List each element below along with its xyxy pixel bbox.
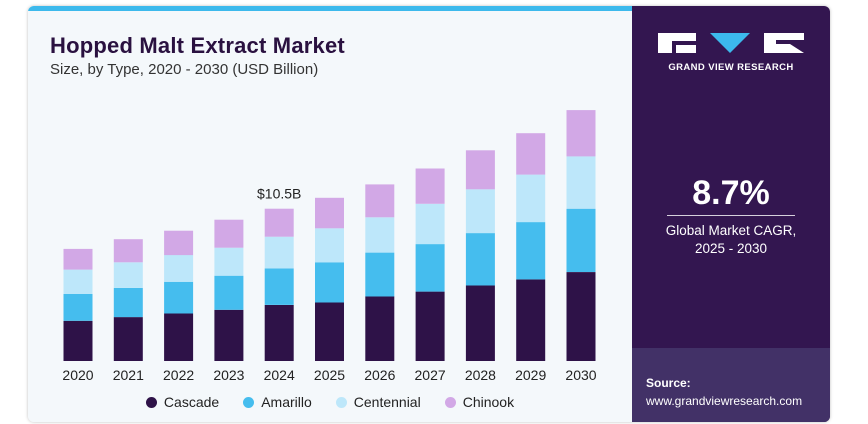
bar-cascade-2021 xyxy=(113,317,143,361)
bar-chinook-2020 xyxy=(63,248,93,270)
bar-centennial-2023 xyxy=(214,247,244,276)
x-tick-label: 2024 xyxy=(264,367,295,383)
bar-total-label: $10.5B xyxy=(257,186,301,202)
stacked-bar-chart: 2020 2021 2022 2023 $10.5B 2024 2025 2026 2027 20… xyxy=(62,110,597,383)
legend-item-centennial: Centennial xyxy=(335,394,421,410)
legend-label: Cascade xyxy=(163,394,220,410)
chart-panel: Hopped Malt Extract Market Size, by Type… xyxy=(28,11,632,422)
x-tick-label: 2021 xyxy=(113,367,144,383)
legend-swatch xyxy=(243,396,255,408)
cagr-period: 2025 - 2030 xyxy=(694,241,768,256)
bar-cascade-2022 xyxy=(164,313,194,361)
x-tick-label: 2023 xyxy=(213,367,244,383)
bar-amarillo-2023 xyxy=(214,275,244,310)
legend-swatch xyxy=(444,396,456,408)
bar-cascade-2025 xyxy=(315,302,344,361)
x-tick-label: 2022 xyxy=(163,367,194,383)
legend-label: Centennial xyxy=(353,394,421,410)
bar-amarillo-2028 xyxy=(465,233,495,286)
x-tick-label: 2025 xyxy=(314,367,345,383)
brand-name: GRAND VIEW RESEARCH xyxy=(668,62,794,73)
bar-chinook-2030 xyxy=(566,110,596,157)
chart-legend: Cascade Amarillo Centennial Chinook xyxy=(28,394,632,410)
legend-item-chinook: Chinook xyxy=(444,394,515,410)
chart-subtitle: Size, by Type, 2020 - 2030 (USD Billion) xyxy=(50,61,319,78)
bar-chinook-2027 xyxy=(415,168,445,204)
bar-centennial-2022 xyxy=(164,255,194,282)
bar-chinook-2029 xyxy=(516,133,546,175)
bar-centennial-2026 xyxy=(365,217,395,253)
bar-centennial-2029 xyxy=(516,174,546,223)
x-tick-label: 2030 xyxy=(565,367,596,383)
source-link[interactable]: www.grandviewresearch.com xyxy=(646,394,803,408)
divider xyxy=(667,215,795,216)
bar-cascade-2020 xyxy=(63,320,93,361)
bar-centennial-2024 xyxy=(264,236,294,269)
infographic-card: Hopped Malt Extract Market Size, by Type… xyxy=(28,6,830,422)
bar-cascade-2026 xyxy=(365,296,395,361)
info-panel: GRAND VIEW RESEARCH 8.7% Global Market C… xyxy=(632,6,830,422)
bar-chinook-2024 xyxy=(264,208,294,237)
bar-amarillo-2027 xyxy=(415,244,445,292)
bar-cascade-2024 xyxy=(264,305,294,361)
bar-amarillo-2030 xyxy=(566,208,596,272)
legend-item-amarillo: Amarillo xyxy=(243,394,312,410)
bar-cascade-2023 xyxy=(214,309,244,361)
x-tick-label: 2027 xyxy=(415,367,446,383)
cagr-value: 8.7% xyxy=(692,174,770,212)
x-tick-label: 2026 xyxy=(364,367,395,383)
chart-title: Hopped Malt Extract Market xyxy=(50,33,345,58)
bar-amarillo-2024 xyxy=(264,268,294,305)
cagr-label: Global Market CAGR, 2025 - 2030 xyxy=(632,222,830,258)
legend-label: Chinook xyxy=(462,394,515,410)
source-label: Source: xyxy=(646,376,691,390)
bar-chinook-2025 xyxy=(315,197,344,229)
bar-centennial-2025 xyxy=(315,228,344,263)
bar-centennial-2027 xyxy=(415,203,445,245)
bar-cascade-2028 xyxy=(465,285,495,361)
legend-label: Amarillo xyxy=(261,394,312,410)
grand-view-research-logo xyxy=(658,33,804,53)
bar-centennial-2028 xyxy=(465,189,495,234)
bar-chinook-2028 xyxy=(465,150,495,190)
bar-centennial-2020 xyxy=(63,269,93,294)
bar-chinook-2022 xyxy=(164,230,194,256)
legend-swatch xyxy=(145,396,157,408)
bar-amarillo-2026 xyxy=(365,252,395,297)
x-tick-label: 2029 xyxy=(515,367,546,383)
bar-cascade-2027 xyxy=(415,291,445,361)
x-tick-label: 2028 xyxy=(465,367,496,383)
bar-centennial-2021 xyxy=(113,262,143,288)
bar-cascade-2030 xyxy=(566,272,596,361)
bar-chinook-2021 xyxy=(113,239,143,263)
cagr-label-line: Global Market CAGR, xyxy=(665,223,797,238)
bar-amarillo-2022 xyxy=(164,281,194,314)
bar-amarillo-2020 xyxy=(63,294,93,321)
bar-amarillo-2025 xyxy=(315,262,344,303)
accent-bar xyxy=(28,6,632,11)
legend-swatch xyxy=(335,396,347,408)
bar-chinook-2023 xyxy=(214,219,244,248)
bar-cascade-2029 xyxy=(516,279,546,361)
bar-amarillo-2021 xyxy=(113,287,143,318)
source-box: Source: www.grandviewresearch.com xyxy=(632,348,830,422)
legend-item-cascade: Cascade xyxy=(145,394,220,410)
bar-chinook-2026 xyxy=(365,184,395,218)
x-tick-label: 2020 xyxy=(62,367,93,383)
bar-centennial-2030 xyxy=(566,156,596,209)
bar-amarillo-2029 xyxy=(516,222,546,280)
